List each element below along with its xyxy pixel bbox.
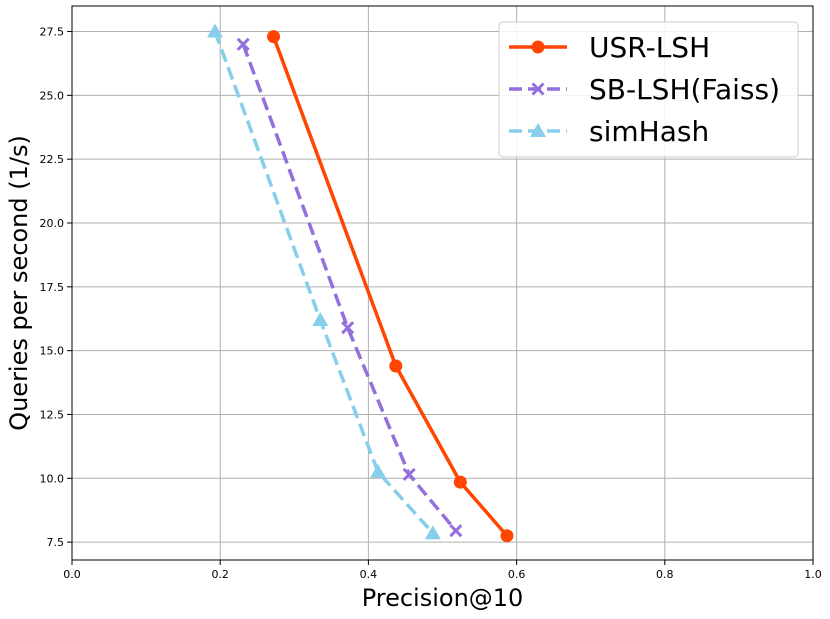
series-line — [213, 30, 435, 535]
legend-item: SB-LSH(Faiss) — [509, 73, 780, 106]
plot-frame — [71, 5, 814, 561]
series-0 — [267, 30, 514, 543]
y-tick-label: 25.0 — [40, 89, 65, 102]
series-line — [271, 36, 509, 537]
y-tick-label: 20.0 — [40, 217, 65, 230]
data-point — [312, 312, 329, 327]
x-tick-label: 1.0 — [804, 568, 822, 581]
series-line — [241, 43, 458, 532]
data-point — [424, 525, 441, 540]
data-point — [453, 475, 467, 489]
x-tick-label: 0.0 — [63, 568, 81, 581]
legend-item: USR-LSH — [509, 31, 710, 64]
data-point — [530, 123, 546, 137]
data-point — [341, 321, 355, 335]
series-lines — [207, 23, 514, 543]
legend-label: SB-LSH(Faiss) — [589, 73, 780, 106]
x-tick-label: 0.2 — [211, 568, 229, 581]
data-point — [402, 467, 416, 482]
y-tick-label: 12.5 — [40, 408, 65, 421]
x-tick-label: 0.6 — [508, 568, 526, 581]
y-tick-label: 7.5 — [47, 536, 65, 549]
data-point — [370, 463, 387, 478]
x-axis-label: Precision@10 — [362, 584, 524, 612]
y-tick-label: 17.5 — [40, 281, 65, 294]
y-tick-label: 15.0 — [40, 345, 65, 358]
data-point — [267, 30, 281, 44]
data-point — [531, 40, 545, 54]
data-point — [389, 359, 403, 373]
series-2 — [207, 23, 441, 540]
data-point — [449, 524, 463, 538]
legend-label: simHash — [589, 115, 709, 148]
x-tick-label: 0.8 — [656, 568, 674, 581]
x-axis-ticks: 0.0 0.2 0.4 0.6 0.8 1.0 — [63, 560, 822, 581]
y-axis-ticks: 7.5 10.0 12.5 15.0 17.5 20.0 22.5 25.0 27.5 — [40, 26, 72, 549]
y-tick-label: 27.5 — [40, 26, 65, 39]
y-tick-label: 22.5 — [40, 153, 65, 166]
y-tick-label: 10.0 — [40, 472, 65, 485]
y-axis-label: Queries per second (1/s) — [5, 135, 33, 431]
data-point — [531, 82, 545, 96]
series-1 — [236, 37, 463, 538]
legend: USR-LSH SB-LSH(Faiss) simHash — [498, 21, 799, 158]
legend-item: simHash — [509, 115, 709, 148]
data-point — [500, 529, 514, 543]
x-tick-label: 0.4 — [360, 568, 378, 581]
data-point — [207, 23, 224, 38]
legend-label: USR-LSH — [589, 31, 710, 64]
legend-box — [498, 21, 799, 158]
data-point — [236, 37, 250, 51]
